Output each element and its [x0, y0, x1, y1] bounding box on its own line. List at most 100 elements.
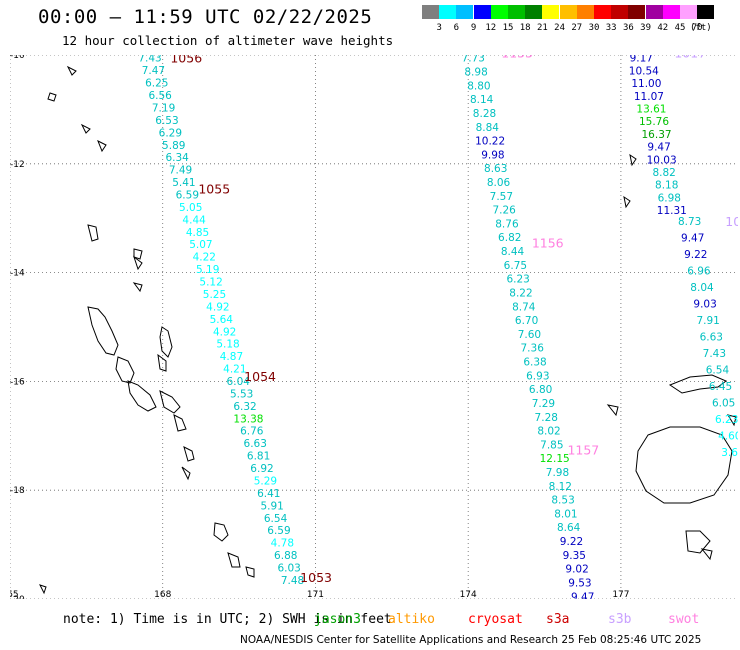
- wave-height-value: 6.59: [267, 525, 290, 537]
- color-scale-label: 15: [502, 23, 514, 33]
- color-swatch: [594, 5, 611, 19]
- wave-height-value: 6.75: [504, 260, 527, 272]
- island-outline: [39, 584, 47, 595]
- wave-height-value: 4.21: [223, 364, 246, 376]
- island-outline: [87, 224, 99, 242]
- footer-credit: NOAA/NESDIS Center for Satellite Applica…: [240, 634, 702, 646]
- legend-item-altiko: altiko: [388, 612, 435, 627]
- color-scale-label: 36: [622, 23, 634, 33]
- wave-height-value: 6.63: [700, 332, 723, 344]
- wave-height-value: 6.05: [712, 398, 735, 410]
- wave-height-value: 5.25: [203, 289, 226, 301]
- y-tick-label: -16: [10, 377, 25, 387]
- wave-height-value: 8.18: [655, 180, 678, 192]
- island-outline: [47, 92, 57, 102]
- wave-height-value: 8.80: [467, 80, 490, 92]
- island-outline: [66, 65, 77, 76]
- wave-height-value: 7.73: [462, 55, 485, 65]
- wave-height-value: 4.60: [718, 431, 738, 443]
- wave-height-value: 6.34: [165, 152, 189, 164]
- wave-height-value: 5.29: [254, 475, 277, 487]
- wave-height-value: 15.76: [639, 116, 669, 128]
- pass-number-label: 1017: [674, 55, 706, 60]
- x-tick-label: 177: [612, 590, 629, 599]
- wave-height-value: 4.22: [193, 252, 216, 264]
- wave-height-value: 8.02: [537, 426, 560, 438]
- wave-height-value: 9.17: [630, 55, 653, 65]
- island-outline: [132, 282, 143, 293]
- wave-height-value: 6.98: [658, 192, 681, 204]
- wave-height-map: 7.437.476.256.567.196.536.295.896.347.49…: [10, 55, 738, 599]
- wave-height-value: 6.25: [145, 78, 168, 90]
- legend-item-s3b: s3b: [608, 612, 632, 627]
- wave-height-value: 9.35: [563, 550, 586, 562]
- wave-height-value: 8.53: [551, 495, 574, 507]
- island-outline: [726, 414, 737, 427]
- color-swatch: [559, 5, 577, 19]
- wave-height-value: 7.48: [281, 575, 304, 587]
- color-swatch: [473, 5, 491, 19]
- wave-height-value: 4.92: [206, 301, 229, 313]
- wave-height-value: 11.00: [631, 78, 661, 90]
- x-tick-label: 165: [10, 590, 19, 599]
- wave-height-value: 6.54: [706, 365, 730, 377]
- coastlines: [39, 65, 737, 595]
- wave-height-value: 10.54: [629, 65, 659, 77]
- wave-height-value: 7.85: [540, 439, 563, 451]
- wave-height-value: 8.01: [554, 508, 577, 520]
- map-grid: [10, 55, 738, 599]
- legend-item-jason3: jason3: [314, 612, 361, 627]
- map-title: 00:00 – 11:59 UTC 02/22/2025: [38, 6, 373, 28]
- island-outline: [115, 356, 135, 384]
- wave-height-value: 6.80: [529, 384, 552, 396]
- wave-height-value: 6.96: [687, 265, 711, 277]
- wave-height-value: 8.12: [549, 481, 572, 493]
- color-swatch: [628, 5, 646, 19]
- color-scale-label: 21: [536, 23, 548, 33]
- wave-height-value: 5.05: [179, 202, 202, 214]
- wave-height-value: 5.18: [216, 339, 239, 351]
- wave-height-value: 7.49: [169, 165, 192, 177]
- island-outline: [623, 195, 631, 209]
- wave-height-value: 12.15: [540, 453, 570, 465]
- wave-height-value: 5.53: [230, 388, 253, 400]
- wave-height-value: 6.82: [498, 232, 521, 244]
- color-scale-label: 39: [640, 23, 652, 33]
- pass-labels: 1056 1055 1054 1053 1155 1156 1157 1017 101: [170, 55, 738, 585]
- island-outline: [227, 552, 241, 568]
- pass-number-label: 1155: [501, 55, 533, 60]
- color-swatch: [542, 5, 560, 19]
- wave-height-value: 6.54: [264, 513, 288, 525]
- wave-height-value: 6.45: [709, 381, 732, 393]
- color-scale-label: 42: [657, 23, 669, 33]
- wave-height-value: 5.64: [210, 314, 234, 326]
- pass-number-label: 1055: [198, 181, 230, 196]
- x-tick-label: 171: [307, 590, 324, 599]
- color-scale-unit: (ft): [690, 23, 712, 33]
- wave-height-value: 7.43: [703, 348, 726, 360]
- wave-height-value: 6.92: [250, 463, 273, 475]
- wave-height-value: 7.43: [138, 55, 161, 65]
- island-outline: [183, 446, 195, 462]
- wave-height-value: 4.85: [186, 227, 209, 239]
- wave-height-value: 5.89: [162, 140, 185, 152]
- wave-height-value: 9.47: [571, 591, 594, 599]
- wave-height-value: 7.98: [546, 467, 569, 479]
- wave-height-value: 6.23: [506, 274, 529, 286]
- y-tick-label: -20: [10, 595, 25, 599]
- x-tick-label: 174: [460, 590, 477, 599]
- wave-height-value: 9.47: [647, 142, 670, 154]
- wave-height-value: 7.91: [696, 315, 719, 327]
- wave-height-value: 3.69: [721, 447, 738, 459]
- wave-height-value: 13.38: [233, 413, 263, 425]
- wave-height-value: 5.07: [189, 239, 212, 251]
- wave-height-value: 4.44: [182, 214, 206, 226]
- wave-height-value: 10.03: [647, 154, 677, 166]
- island-outline: [157, 353, 167, 372]
- wave-height-value: 7.26: [492, 205, 516, 217]
- wave-height-value: 5.12: [199, 277, 222, 289]
- wave-height-value: 7.60: [518, 329, 541, 341]
- island-outline: [606, 404, 619, 417]
- color-scale-label: 12: [485, 23, 497, 33]
- y-tick-label: -18: [10, 486, 25, 496]
